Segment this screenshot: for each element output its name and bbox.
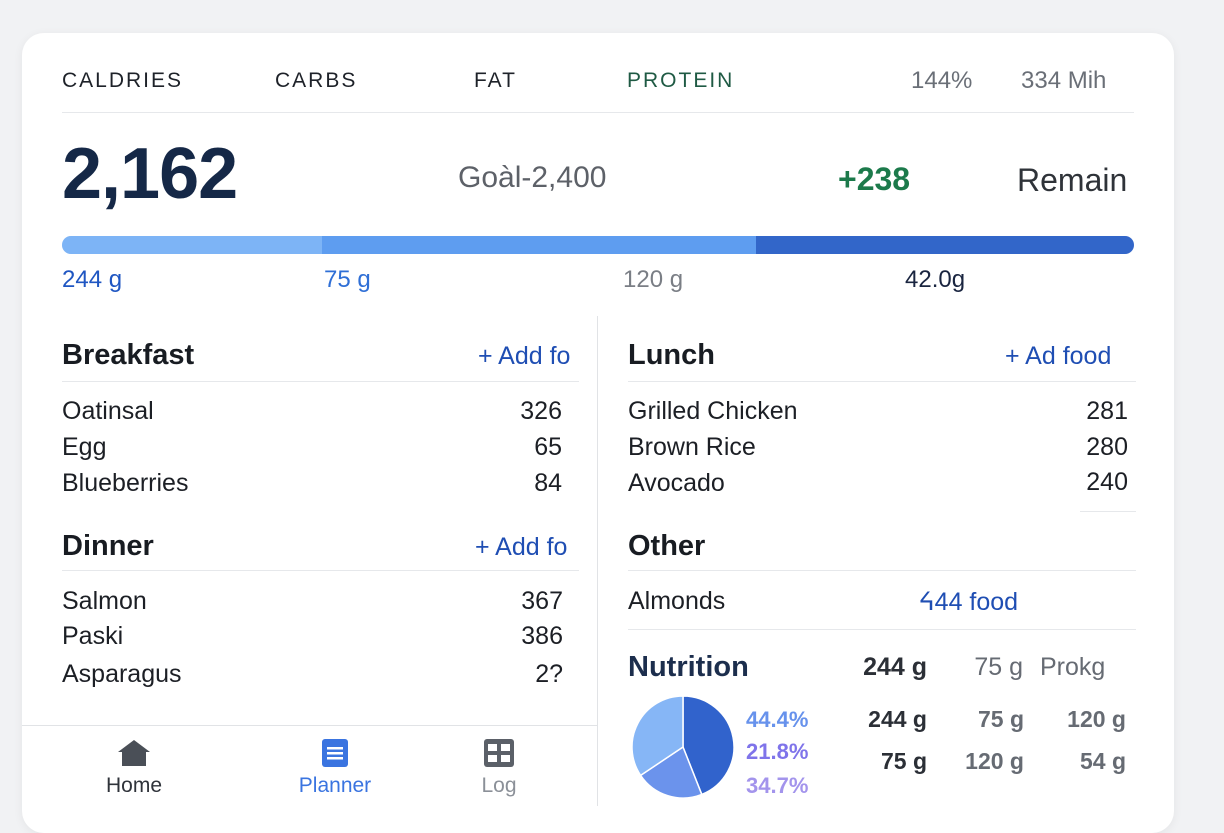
food-item-kcal: 65 <box>534 433 562 461</box>
food-item-name[interactable]: Brown Rice <box>628 433 756 461</box>
food-item-name[interactable]: Egg <box>62 433 107 461</box>
progress-segment-protein <box>755 236 1134 254</box>
other-title: Other <box>628 530 706 562</box>
lunch-title: Lunch <box>628 339 715 371</box>
pie-slice <box>682 695 735 796</box>
planner-icon <box>322 739 348 767</box>
food-item-name[interactable]: Grilled Chicken <box>628 397 798 425</box>
food-item-name[interactable]: Avocado <box>628 469 725 497</box>
other-end-divider <box>628 629 1136 630</box>
other-divider <box>628 570 1136 571</box>
food-item-name[interactable]: Paski <box>62 622 124 650</box>
calories-total: 2,162 <box>62 134 238 214</box>
pie-label: 44.4% <box>746 707 809 732</box>
food-item-kcal: 280 <box>1086 433 1128 461</box>
header-divider <box>62 112 1134 113</box>
macro-carbs-grams: 244 g <box>62 266 123 293</box>
macro-protein-grams: 120 g <box>623 266 684 293</box>
pie-slice <box>631 695 684 777</box>
nav-log-label: Log <box>481 774 517 797</box>
food-item-name[interactable]: Blueberries <box>62 469 189 497</box>
calorie-progress-bar <box>62 236 1134 254</box>
column-divider <box>597 316 598 806</box>
food-item-kcal: 2? <box>535 660 563 688</box>
lunch-end-divider <box>1080 511 1136 512</box>
food-item-kcal: 367 <box>521 587 563 615</box>
food-item-kcal: 281 <box>1086 397 1128 425</box>
nav-planner-label: Planner <box>298 774 372 797</box>
food-item-name[interactable]: Salmon <box>62 587 147 615</box>
nutrition-pie-chart <box>631 695 735 799</box>
home-icon <box>118 740 150 766</box>
food-item-name[interactable]: Asparagus <box>62 660 182 688</box>
nutrition-header-fat: 75 g <box>974 653 1023 681</box>
calorie-delta: +238 <box>838 161 911 197</box>
nutrition-header-protein: Prokg <box>1040 653 1106 681</box>
other-add-food-link[interactable]: ᔦ44 food <box>919 588 1019 616</box>
nav-log[interactable]: Log <box>429 738 569 798</box>
remain-label: Remain <box>1017 162 1128 198</box>
nutrition-title: Nutrition <box>628 651 749 683</box>
pie-label: 21.8% <box>746 739 809 764</box>
macro-fat-grams: 75 g <box>324 266 371 293</box>
bottom-nav-divider <box>22 725 597 726</box>
tab-carbs[interactable]: CARBS <box>275 69 358 92</box>
header-stat-percent: 144% <box>911 67 973 94</box>
progress-segment-carbs <box>62 236 323 254</box>
food-item-name[interactable]: Oatinsal <box>62 397 154 425</box>
dashboard-card: CALDRIES CARBS FAT PROTEIN 144% 334 Mih … <box>22 33 1174 833</box>
food-item-name[interactable]: Almonds <box>628 587 726 615</box>
nutrition-row2-protein: 54 g <box>1079 748 1126 774</box>
nutrition-row1-protein: 120 g <box>1067 706 1126 732</box>
food-item-kcal: 240 <box>1086 468 1128 496</box>
dinner-title: Dinner <box>62 530 154 562</box>
nav-home-label: Home <box>105 774 163 797</box>
breakfast-divider <box>62 381 579 382</box>
lunch-add-food-link[interactable]: + Ad food <box>1005 342 1112 370</box>
food-item-kcal: 84 <box>534 469 562 497</box>
tab-protein[interactable]: PROTEIN <box>627 69 735 92</box>
pie-slice <box>639 745 703 799</box>
macro-other-grams: 42.0g <box>905 266 966 293</box>
nutrition-row2-carbs: 75 g <box>880 748 927 774</box>
nutrition-row1-carbs: 244 g <box>868 706 927 732</box>
tab-fat[interactable]: FAT <box>474 69 517 92</box>
pie-label: 34.7% <box>746 773 809 798</box>
nav-planner[interactable]: Planner <box>265 738 405 798</box>
dinner-divider <box>62 570 579 571</box>
breakfast-title: Breakfast <box>62 339 195 371</box>
log-icon <box>484 739 514 767</box>
tab-calories[interactable]: CALDRIES <box>62 69 184 92</box>
dinner-add-food-link[interactable]: + Add fo <box>475 533 568 561</box>
nutrition-header-carbs: 244 g <box>863 653 927 681</box>
progress-segment-fat <box>322 236 756 254</box>
calorie-goal: Goàl-2,400 <box>458 161 607 194</box>
food-item-kcal: 326 <box>520 397 562 425</box>
lunch-divider <box>628 381 1136 382</box>
nutrition-row1-fat: 75 g <box>977 706 1024 732</box>
header-stat-min: 334 Mih <box>1021 67 1107 94</box>
food-item-kcal: 386 <box>521 622 563 650</box>
nutrition-row2-fat: 120 g <box>965 748 1024 774</box>
nav-home[interactable]: Home <box>64 738 204 798</box>
breakfast-add-food-link[interactable]: + Add fo <box>478 342 571 370</box>
